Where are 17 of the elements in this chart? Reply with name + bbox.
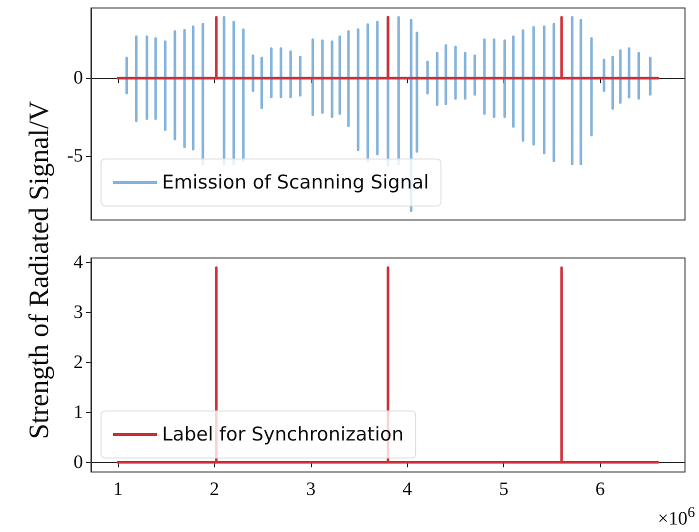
x-tick-label: 6 (595, 479, 605, 500)
y-tick-label: -5 (67, 146, 83, 167)
x-tick-label: 1 (113, 479, 123, 500)
y-tick-label: 0 (74, 452, 83, 473)
x-tick-label: 4 (402, 479, 413, 500)
y-tick-label: 4 (74, 252, 84, 274)
legend-label: Emission of Scanning Signal (162, 172, 429, 194)
x-axis-title: ×10$^{6}$ (658, 504, 695, 530)
y-tick-label: 1 (74, 402, 83, 423)
x-tick-label: 5 (498, 479, 508, 500)
x-tick-label: 3 (306, 479, 316, 500)
x-tick-label: 2 (210, 479, 220, 500)
y-tick-label: 3 (74, 302, 83, 324)
y-tick-label: 2 (74, 352, 83, 374)
y-axis-title: Strength of Radiated Signal/V (24, 100, 56, 440)
y-tick-label: 0 (74, 68, 83, 89)
legend-label: Label for Synchronization (162, 424, 404, 446)
